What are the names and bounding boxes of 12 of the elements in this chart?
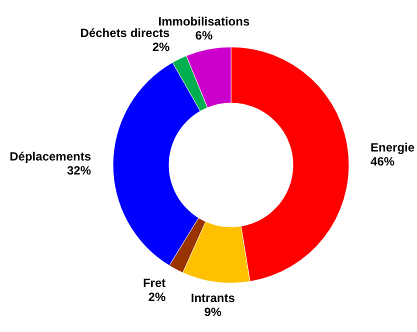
slice-label: Immobilisations bbox=[158, 14, 250, 29]
data-label: 2% bbox=[148, 290, 166, 304]
data-label: 9% bbox=[204, 304, 222, 319]
data-label: 6% bbox=[195, 28, 213, 43]
data-label: 46% bbox=[370, 154, 395, 169]
data-label: 32% bbox=[66, 164, 92, 178]
slice-label: Déchets directs bbox=[80, 26, 170, 40]
slice-label: Intrants bbox=[190, 290, 236, 305]
data-label: 2% bbox=[152, 40, 170, 54]
slice-label: Fret bbox=[142, 276, 166, 290]
slice-label: Déplacements bbox=[10, 150, 92, 164]
slice-label: Energie bbox=[370, 140, 415, 155]
